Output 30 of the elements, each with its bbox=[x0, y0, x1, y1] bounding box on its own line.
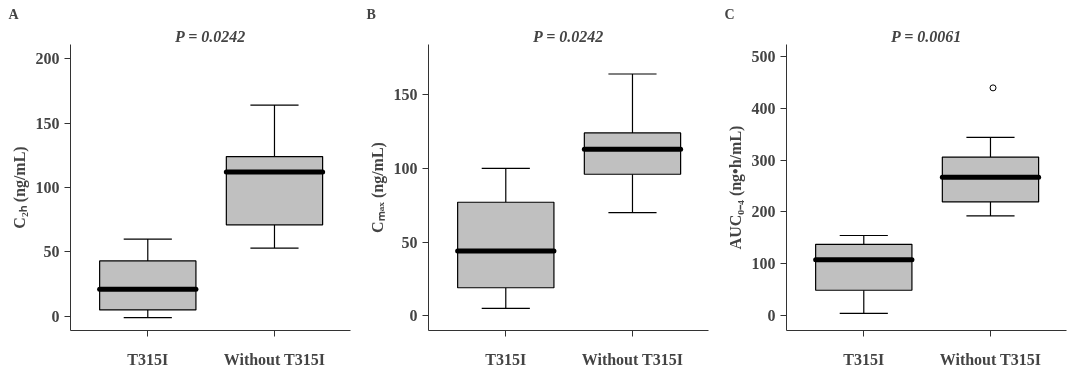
y-tick-label: 150 bbox=[393, 86, 418, 104]
y-tick-label: 200 bbox=[751, 203, 776, 221]
y-tick-label: 300 bbox=[751, 151, 776, 169]
chart-title: C bbox=[724, 6, 735, 22]
text: P = 0.0242 bbox=[532, 27, 604, 45]
x-tick-label: Without T315I bbox=[223, 350, 325, 368]
y-tick-label: 0 bbox=[767, 306, 776, 324]
y-axis-title: Cₘₐₓ (ng/mL) bbox=[368, 142, 387, 233]
y-axis-title: AUC₀₋₄ (ng•h/mL) bbox=[726, 125, 745, 250]
y-tick-label: 100 bbox=[393, 159, 418, 177]
chart-title: B bbox=[366, 6, 376, 22]
y-tick-label: 400 bbox=[751, 100, 776, 118]
y-tick-label: 0 bbox=[409, 307, 418, 325]
y-tick-label: 100 bbox=[751, 254, 776, 272]
y-tick-label: 100 bbox=[35, 179, 60, 196]
y-tick-label: 50 bbox=[43, 243, 60, 261]
x-tick-label: Without T315I bbox=[581, 350, 683, 368]
x-tick-label: T315I bbox=[485, 350, 527, 368]
x-tick-label: Without T315I bbox=[939, 350, 1041, 368]
y-tick-label: 150 bbox=[35, 114, 60, 132]
y-tick-label: 500 bbox=[751, 48, 776, 66]
y-tick-label: 0 bbox=[51, 307, 60, 325]
annotation: P = 0.0061 bbox=[890, 27, 962, 45]
x-tick-label: T315I bbox=[127, 350, 169, 368]
y-tick-label: 50 bbox=[401, 233, 418, 251]
text: P = 0.0242 bbox=[174, 27, 246, 45]
y-tick-label: 200 bbox=[35, 50, 60, 68]
y-axis-title: C₂ₕ (ng/mL) bbox=[10, 146, 29, 229]
chart-title: A bbox=[8, 6, 20, 22]
x-tick-label: T315I bbox=[843, 350, 885, 368]
